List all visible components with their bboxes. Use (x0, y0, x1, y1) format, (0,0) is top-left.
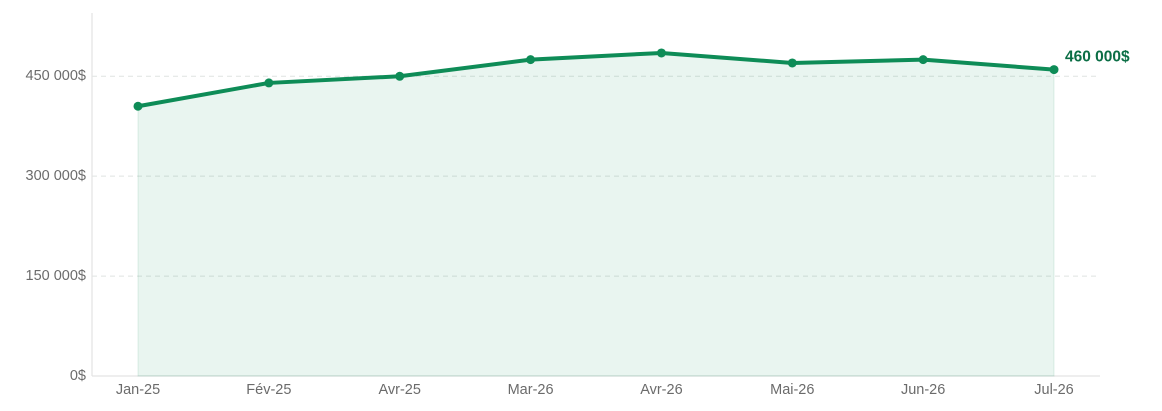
point (264, 78, 274, 88)
x-tick-label: Mai-26 (770, 382, 814, 398)
x-tick-label: Jan-25 (116, 382, 160, 398)
y-tick-label: 0$ (70, 368, 86, 384)
line (136, 50, 1056, 109)
point (918, 55, 928, 65)
x-tick-label: Avr-26 (640, 382, 682, 398)
y-tick-label: 300 000$ (26, 168, 86, 184)
x-tick-label: Fév-25 (246, 382, 291, 398)
point (787, 58, 797, 68)
area (137, 52, 1055, 377)
x-tick-label: Avr-25 (378, 382, 420, 398)
y-tick-label: 450 000$ (26, 68, 86, 84)
x-tick-label: Mar-26 (508, 382, 554, 398)
point (656, 48, 666, 58)
y-tick-label: 150 000$ (26, 268, 86, 284)
x-tick-label: Jun-26 (901, 382, 945, 398)
point (1049, 65, 1059, 75)
point (526, 55, 536, 65)
point (395, 71, 405, 81)
value-label: 460 000$ (1065, 49, 1130, 66)
x-tick-label: Jul-26 (1034, 382, 1074, 398)
point (133, 101, 143, 111)
